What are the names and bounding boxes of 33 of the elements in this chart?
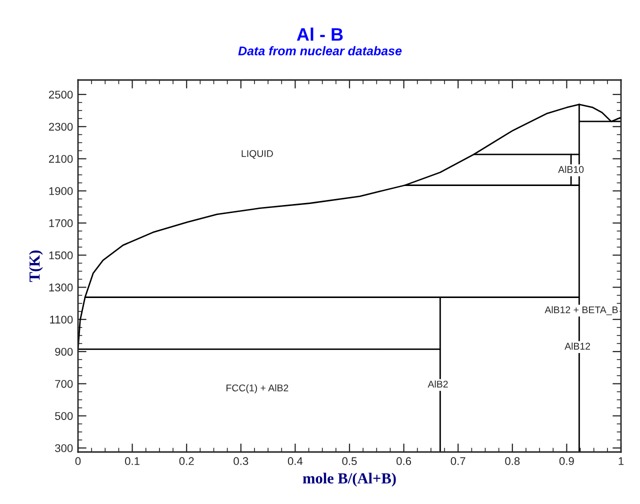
x-tick-label: 0.2 [179,457,194,466]
x-axis-title: mole B/(Al+B) [302,472,396,487]
y-tick-label: 900 [55,348,73,356]
x-tick-label: 0.9 [559,457,574,466]
x-tick-label: 0 [75,457,81,466]
y-tick-label: 1500 [49,251,73,260]
x-tick-label: 0.4 [288,457,303,466]
x-tick-label: 0.3 [234,457,248,466]
annotation: LIQUID [242,150,273,159]
y-axis-title: T(K) [29,250,43,282]
x-tick-label: 0.1 [125,457,140,466]
annotation: AlB12 + BETA_B [544,306,618,316]
x-tick-label: 0.6 [396,457,412,466]
y-tick-label: 1100 [50,316,73,324]
chart-subtitle: Data from nuclear database [238,46,402,56]
x-tick-label: 0.5 [342,457,357,466]
y-tick-label: 1900 [49,187,73,196]
x-tick-label: 1 [618,457,624,465]
y-tick-label: 2300 [48,122,73,131]
chart-title: Al - B [296,28,343,41]
annotation: FCC(1) + AlB2 [226,384,288,394]
annotation: AlB12 [564,342,590,350]
y-tick-label: 1700 [49,219,73,228]
x-tick-label: 0.8 [505,457,520,466]
annotation: AlB10 [558,166,584,173]
y-tick-label: 300 [55,444,73,452]
y-tick-label: 700 [55,380,73,388]
annotation: AlB2 [428,380,448,388]
x-tick-label: 0.7 [450,457,466,466]
y-tick-label: 2500 [48,90,73,99]
y-tick-label: 2100 [48,155,73,163]
y-tick-label: 500 [55,412,73,420]
y-tick-label: 1300 [49,284,73,292]
